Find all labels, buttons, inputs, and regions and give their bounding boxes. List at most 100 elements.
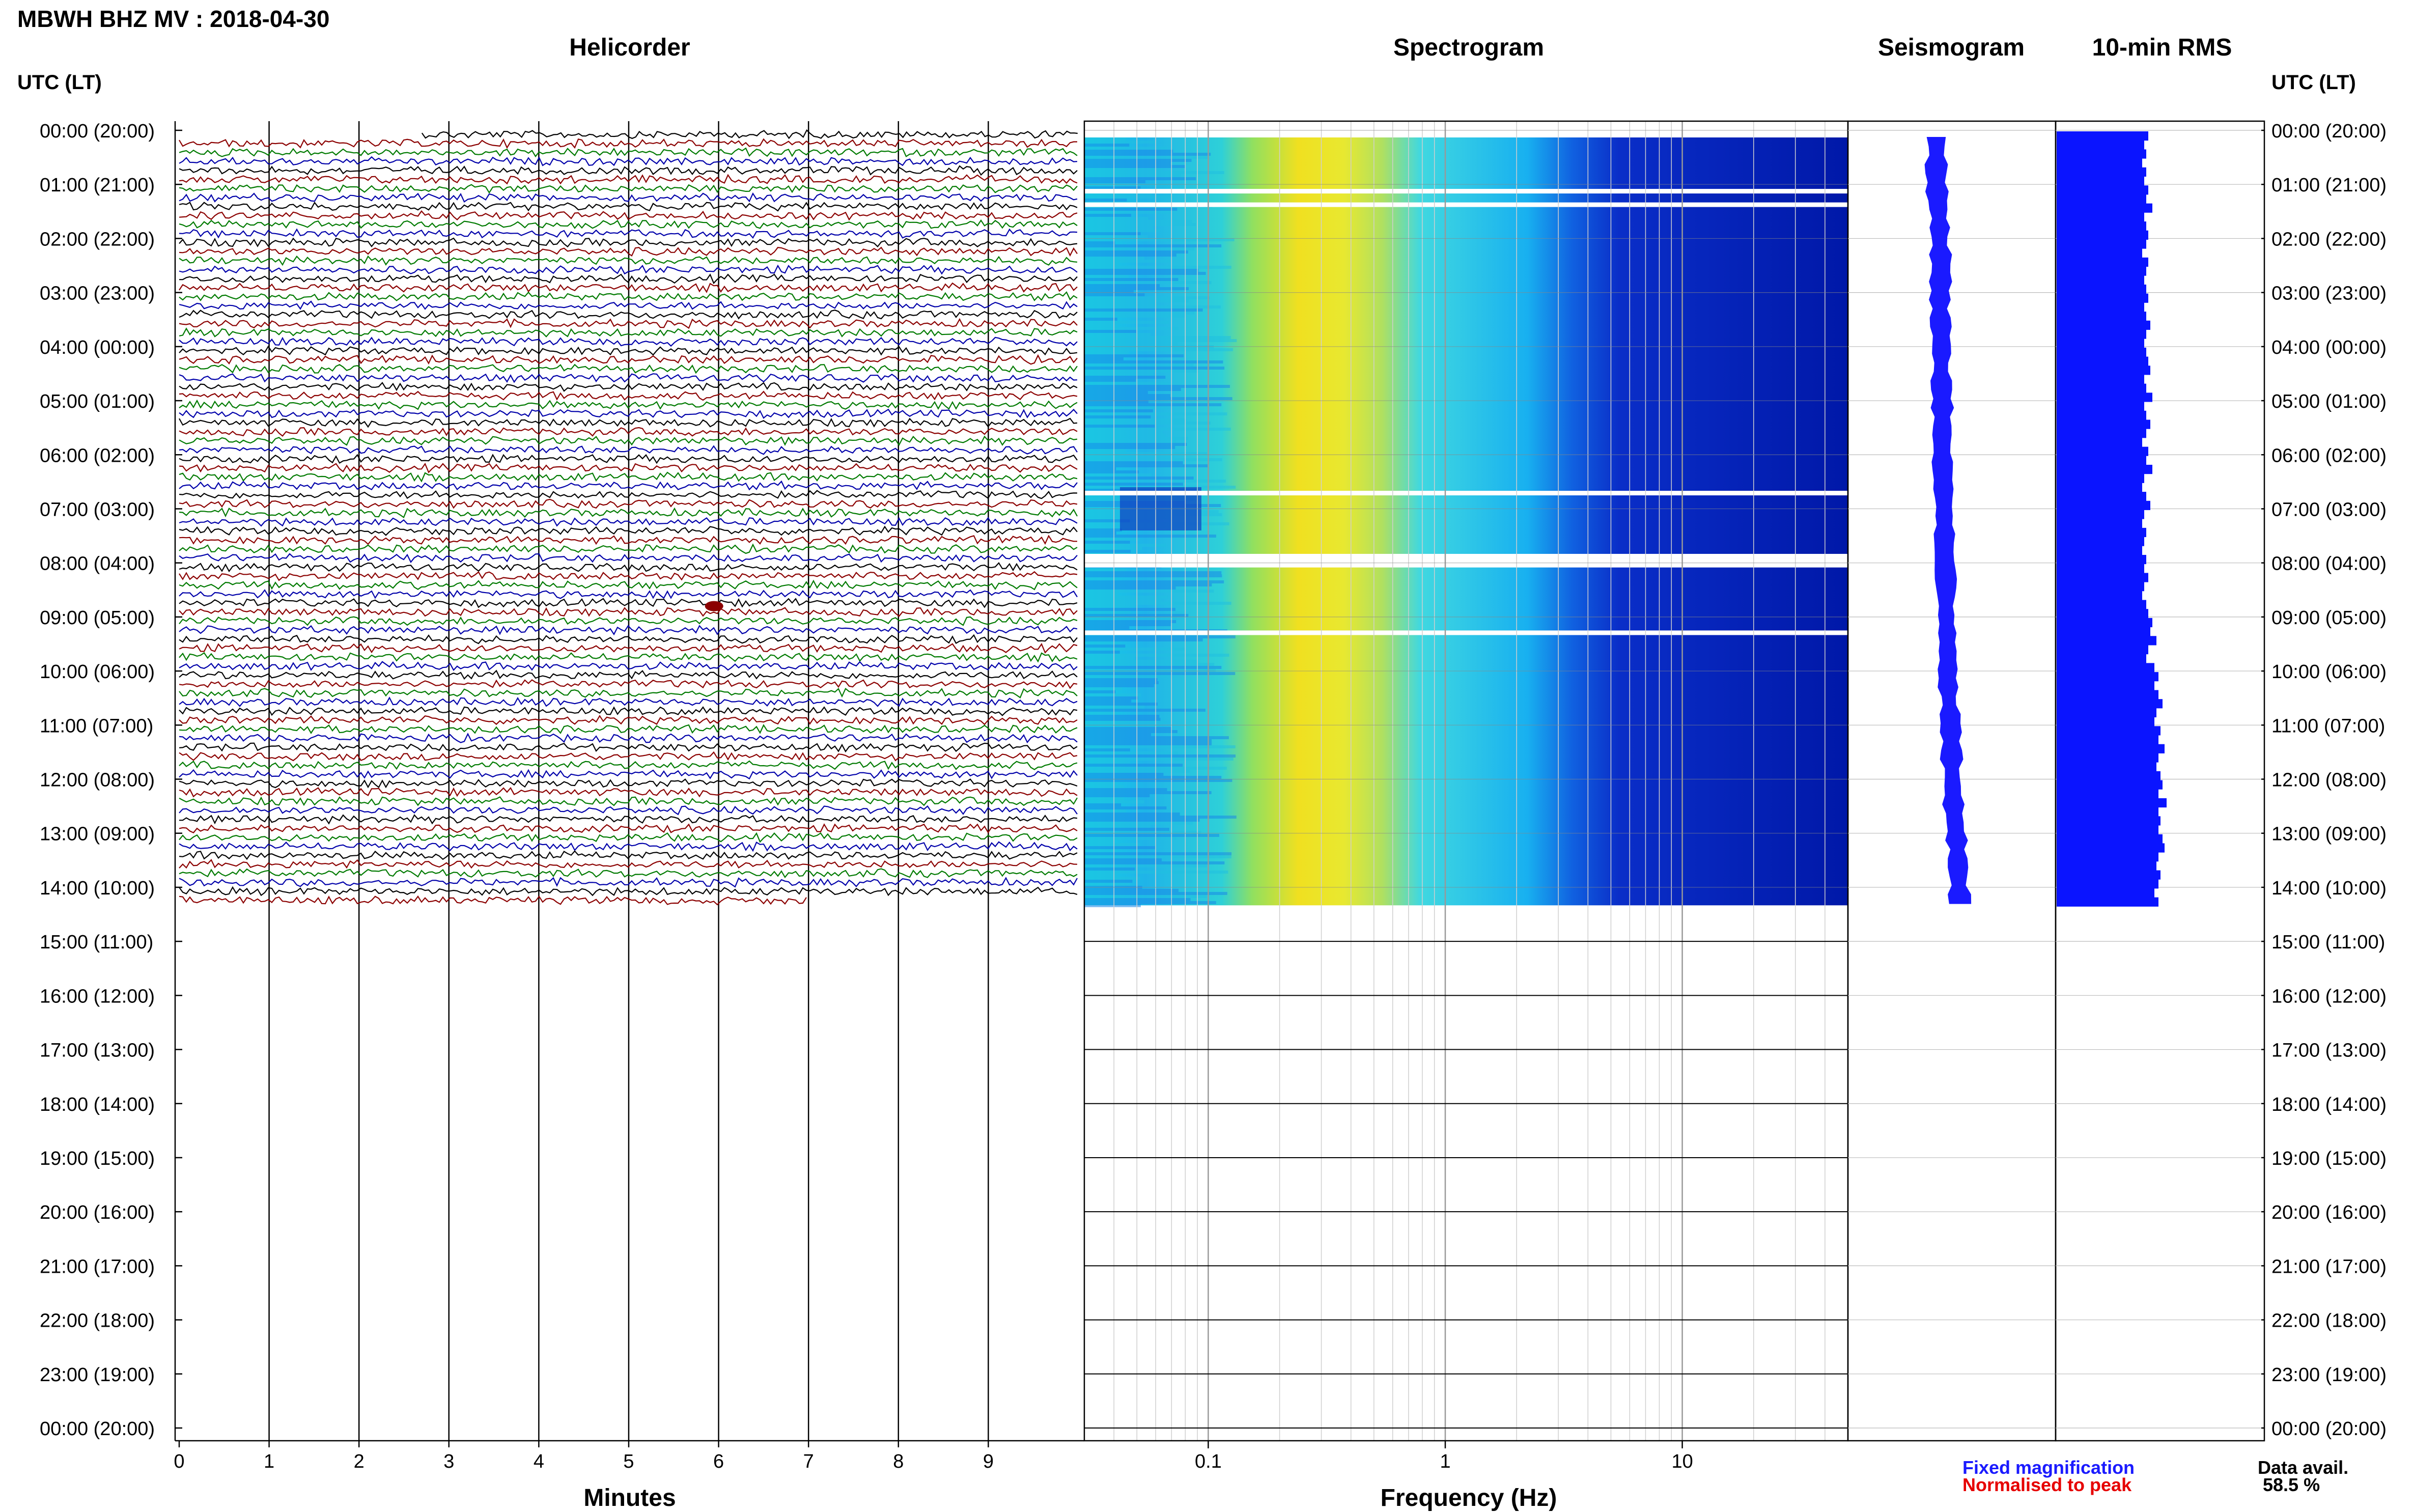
minute-tick-label: 3 <box>443 1451 454 1472</box>
spectrogram-texture <box>1084 675 1168 678</box>
utc-tick-label-right: 07:00 (03:00) <box>2271 499 2387 520</box>
helicorder-trace <box>179 517 1078 527</box>
spectrogram-texture <box>1084 434 1166 437</box>
helicorder-trace <box>179 390 1078 401</box>
spectrogram-texture <box>1084 605 1135 608</box>
spectrogram-texture <box>1084 761 1131 764</box>
rms-bar <box>2057 149 2146 159</box>
spectrogram-texture <box>1084 272 1206 275</box>
helicorder-trace <box>179 778 1078 789</box>
spectrogram-texture <box>1084 309 1203 312</box>
utc-tick-label-right: 02:00 (22:00) <box>2271 229 2387 250</box>
spectrogram-texture <box>1084 302 1158 305</box>
rms-bar <box>2057 645 2148 655</box>
spectrogram-texture <box>1084 754 1236 758</box>
utc-tick-label-right: 21:00 (17:00) <box>2271 1256 2387 1277</box>
helicorder-trace <box>179 796 1078 806</box>
rms-bar <box>2057 402 2144 411</box>
utc-tick-label-right: 20:00 (16:00) <box>2271 1202 2387 1223</box>
spectrogram-texture <box>1084 703 1158 706</box>
legend-fixed-magnification: Fixed magnification <box>1962 1457 2135 1478</box>
rms-bar <box>2057 726 2161 736</box>
helicorder-trace <box>179 202 1078 212</box>
spectrogram-texture <box>1084 263 1119 266</box>
helicorder-trace <box>179 787 1078 798</box>
spectrogram-texture <box>1084 861 1225 864</box>
spectrogram-texture <box>1084 834 1219 837</box>
spectrogram-texture <box>1084 709 1205 712</box>
spectrogram-texture <box>1084 687 1123 690</box>
seismogram-title: Seismogram <box>1877 34 2025 61</box>
helicorder-trace <box>179 381 1078 392</box>
spectrogram-texture <box>1084 321 1169 324</box>
rms-bar <box>2057 852 2158 862</box>
rms-bar <box>2057 464 2152 474</box>
spectrogram-texture <box>1084 290 1134 293</box>
spectrogram-texture <box>1084 803 1121 806</box>
spectrogram-texture <box>1084 208 1177 211</box>
spectrogram-texture <box>1084 617 1177 620</box>
rms-bar <box>2057 167 2146 177</box>
rms-bar <box>2057 753 2158 763</box>
spectrogram-texture <box>1084 663 1215 666</box>
helicorder-trace <box>179 579 1078 591</box>
helicorder-trace <box>179 553 1078 564</box>
helicorder-trace <box>179 282 1078 293</box>
spectrogram-texture <box>1084 837 1176 840</box>
helicorder-trace <box>179 859 1078 869</box>
rms-bar <box>2057 329 2146 339</box>
rms-bar <box>2057 654 2146 663</box>
spectrogram-texture <box>1084 852 1232 855</box>
spectrogram-texture <box>1084 672 1236 675</box>
rms-bar <box>2057 681 2154 690</box>
spectrogram-texture <box>1084 293 1145 296</box>
helicorder-trace <box>179 300 1078 310</box>
spectrogram-title: Spectrogram <box>1393 34 1545 61</box>
spectrogram-texture <box>1084 583 1212 586</box>
spectrogram-gap <box>1084 558 1848 563</box>
utc-tick-label-right: 04:00 (00:00) <box>2271 337 2387 358</box>
rms-bar <box>2057 744 2165 753</box>
minute-tick-label: 8 <box>893 1451 904 1472</box>
utc-tick-label-right: 16:00 (12:00) <box>2271 986 2387 1007</box>
spectrogram-texture <box>1084 226 1154 229</box>
rms-bar <box>2057 798 2167 808</box>
helicorder-trace <box>179 832 1078 843</box>
spectrogram-texture <box>1084 828 1169 831</box>
spectrogram-texture <box>1084 470 1139 473</box>
spectrogram-texture <box>1084 452 1207 455</box>
rms-bar <box>2057 230 2148 240</box>
spectrogram-texture <box>1084 449 1126 452</box>
rms-plot <box>2055 120 2265 1442</box>
rms-bar <box>2057 780 2163 790</box>
utc-tick-label-right: 13:00 (09:00) <box>2271 824 2387 845</box>
spectrogram-texture <box>1084 794 1150 797</box>
spectrogram-texture <box>1084 385 1230 388</box>
utc-tick-label-left: 17:00 (13:00) <box>40 1040 155 1061</box>
helicorder-trace <box>179 490 1078 499</box>
minute-tick-label: 0 <box>174 1451 184 1472</box>
spectrogram-texture <box>1084 278 1179 281</box>
spectrogram-texture <box>1084 648 1186 651</box>
spectrogram-texture <box>1084 223 1196 226</box>
utc-tick-label-left: 11:00 (07:00) <box>40 715 153 737</box>
spectrogram-texture <box>1084 275 1129 278</box>
utc-tick-label-left: 04:00 (00:00) <box>40 337 155 358</box>
helicorder-trace <box>179 138 1077 149</box>
helicorder-trace <box>179 264 1078 275</box>
helicorder-event <box>705 601 723 611</box>
utc-tick-label-right: 19:00 (15:00) <box>2271 1148 2387 1169</box>
utc-tick-label-left: 23:00 (19:00) <box>40 1364 155 1386</box>
rms-bar <box>2057 140 2144 150</box>
rms-bar <box>2057 393 2152 402</box>
rms-frame <box>2055 120 2265 1442</box>
spectrogram-texture <box>1084 367 1225 370</box>
spectrogram-texture <box>1084 379 1136 382</box>
utc-tick-label-right: 12:00 (08:00) <box>2271 770 2387 791</box>
utc-tick-label-right: 00:00 (20:00) <box>2271 121 2387 142</box>
spectrogram-texture <box>1084 614 1189 617</box>
helicorder-trace <box>179 399 1078 410</box>
spectrogram-texture <box>1084 651 1120 654</box>
spectrogram-texture <box>1084 333 1151 336</box>
